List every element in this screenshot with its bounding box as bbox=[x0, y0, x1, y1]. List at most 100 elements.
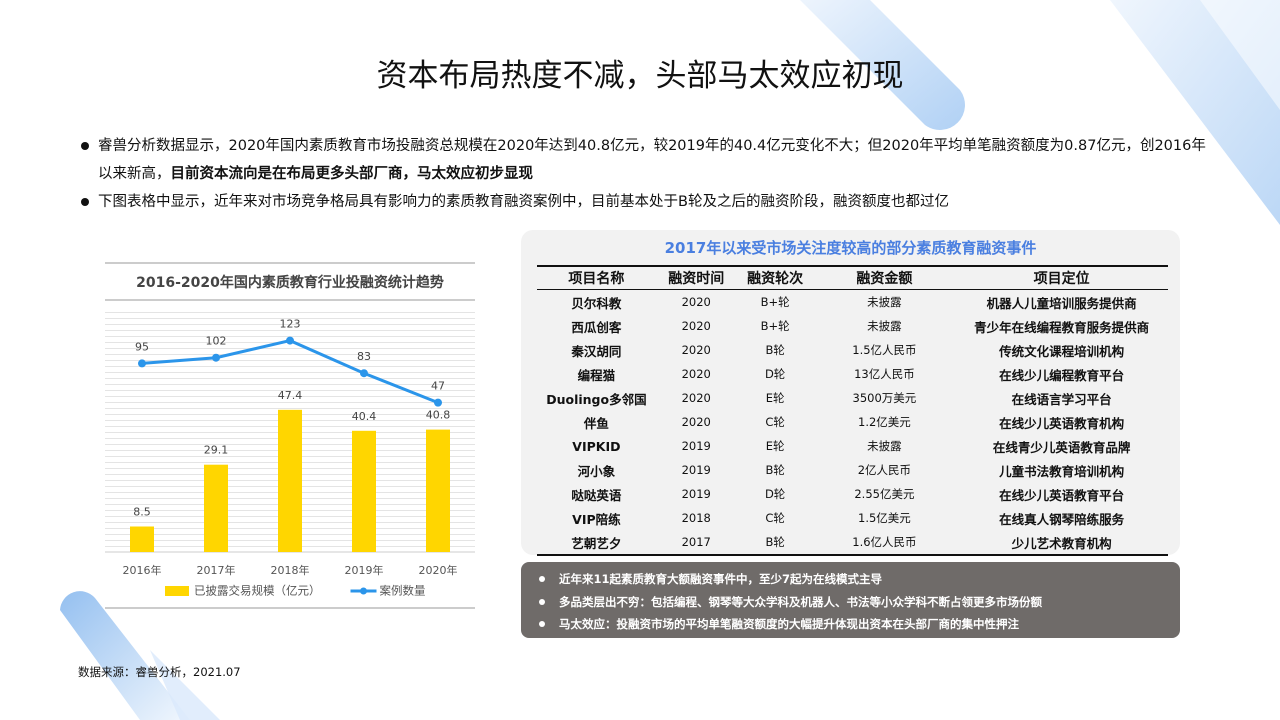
table-cell: 3500万美元 bbox=[852, 391, 917, 405]
table-cell: D轮 bbox=[764, 487, 786, 501]
table-cell: 未披露 bbox=[867, 295, 902, 309]
table-cell: D轮 bbox=[764, 367, 786, 381]
bullet: 下图表格中显示，近年来对市场竞争格局具有影响力的素质教育融资案例中，目前基本处于… bbox=[80, 188, 1215, 216]
table-cell: 2018 bbox=[681, 511, 711, 525]
data-label: 47 bbox=[431, 380, 445, 393]
table-cell: B轮 bbox=[765, 343, 785, 357]
table-cell: 哒哒英语 bbox=[571, 487, 622, 503]
line-point bbox=[286, 336, 294, 345]
table-cell: 1.2亿美元 bbox=[858, 415, 911, 429]
table-cell: 1.5亿美元 bbox=[858, 511, 911, 525]
bullet: 睿兽分析数据显示，2020年国内素质教育市场投融资总规模在2020年达到40.8… bbox=[80, 132, 1215, 188]
header-cell: 融资时间 bbox=[655, 265, 737, 290]
table-row: Duolingo多邻国 2020 E轮 3500万美元 在线语言学习平台 bbox=[537, 386, 1168, 410]
table-cell: B轮 bbox=[736, 530, 814, 556]
table-cell: 未披露 bbox=[867, 439, 902, 453]
table-row: 编程猫 2020 D轮 13亿人民币 在线少儿编程教育平台 bbox=[537, 362, 1168, 386]
header-cell: 项目名称 bbox=[537, 265, 656, 290]
table-cell: B+轮 bbox=[760, 295, 790, 309]
table-cell: 2亿人民币 bbox=[857, 463, 912, 477]
table-cell: E轮 bbox=[765, 391, 785, 405]
line-point bbox=[212, 353, 220, 362]
table-cell: 13亿人民币 bbox=[854, 367, 915, 381]
table-cell: 1.6亿人民币 bbox=[813, 530, 956, 556]
data-label: 83 bbox=[357, 350, 371, 363]
table-cell: 2020 bbox=[681, 295, 711, 309]
header-cell: 融资轮次 bbox=[736, 265, 814, 290]
table-cell: 1.5亿人民币 bbox=[852, 343, 917, 357]
x-tick-label: 2020年 bbox=[419, 563, 458, 577]
slide-title: 资本布局热度不减，头部马太效应初现 bbox=[376, 58, 904, 94]
legend-swatch bbox=[360, 587, 367, 595]
table-cell: 2020 bbox=[681, 343, 711, 357]
x-tick-label: 2019年 bbox=[345, 563, 384, 577]
table-cell: 2.55亿美元 bbox=[854, 487, 915, 501]
table-row: VIP陪练 2018 C轮 1.5亿美元 在线真人钢琴陪练服务 bbox=[537, 506, 1168, 530]
note: 近年来11起素质教育大额融资事件中，至少7起为在线模式主导 bbox=[539, 571, 882, 587]
decor bbox=[1200, 0, 1280, 110]
chart-title: 2016-2020年国内素质教育行业投融资统计趋势 bbox=[136, 274, 444, 291]
table-cell: 在线青少儿英语教育品牌 bbox=[992, 439, 1131, 455]
decor bbox=[60, 591, 190, 720]
note: 多品类层出不穷：包括编程、钢琴等大众学科及机器人、书法等小众学科不断占领更多市场… bbox=[539, 594, 1042, 610]
table-cell: 在线真人钢琴陪练服务 bbox=[999, 511, 1125, 527]
bar bbox=[130, 526, 154, 552]
table-cell: 西瓜创客 bbox=[571, 319, 622, 335]
data-label: 47.4 bbox=[278, 389, 303, 402]
table-cell: 编程猫 bbox=[577, 367, 616, 383]
decor bbox=[800, 0, 965, 130]
table-cell: 2020 bbox=[681, 415, 711, 429]
line-point bbox=[138, 359, 146, 368]
table-cell: B轮 bbox=[765, 463, 785, 477]
note: 马太效应：投融资市场的平均单笔融资额度的大幅提升体现出资本在头部厂商的集中性押注 bbox=[539, 616, 1019, 632]
table-row: VIPKID 2019 E轮 未披露 在线青少儿英语教育品牌 bbox=[537, 434, 1168, 458]
table-cell: 2020 bbox=[681, 391, 711, 405]
x-tick-label: 2017年 bbox=[197, 563, 236, 577]
table-cell: 在线语言学习平台 bbox=[1011, 391, 1112, 407]
decor bbox=[150, 650, 220, 720]
table-cell: 2019 bbox=[681, 439, 711, 453]
bullet-text: 睿兽分析数据显示，2020年国内素质教育市场投融资总规模在2020年达到40.8… bbox=[98, 138, 1206, 182]
data-label: 102 bbox=[206, 335, 227, 348]
table-cell: 2019 bbox=[681, 487, 711, 501]
table-cell: E轮 bbox=[765, 439, 785, 453]
data-label: 29.1 bbox=[204, 444, 229, 457]
table-cell: C轮 bbox=[765, 415, 785, 429]
legend-label: 案例数量 bbox=[380, 584, 426, 598]
x-tick-label: 2018年 bbox=[271, 563, 310, 577]
table-cell: 在线少儿编程教育平台 bbox=[999, 367, 1125, 383]
table-row: 西瓜创客 2020 B+轮 未披露 青少年在线编程教育服务提供商 bbox=[537, 314, 1168, 338]
table-row: 贝尔科教 2020 B+轮 未披露 机器人儿童培训服务提供商 bbox=[537, 290, 1168, 315]
legend-label: 已披露交易规模（亿元） bbox=[194, 584, 321, 598]
table-cell: C轮 bbox=[765, 511, 785, 525]
table-cell: 少儿艺术教育机构 bbox=[955, 530, 1168, 556]
table-row: 艺朝艺夕 2017 B轮 1.6亿人民币 少儿艺术教育机构 bbox=[537, 530, 1168, 556]
table-cell: 2020 bbox=[681, 367, 711, 381]
table-cell: 河小象 bbox=[577, 463, 616, 479]
bar bbox=[278, 409, 302, 552]
table-cell: 在线少儿英语教育平台 bbox=[999, 487, 1125, 503]
table: 项目名称 融资时间 融资轮次 融资金额 项目定位 贝尔科教 2020 B+轮 未披露 机器人儿童培… bbox=[537, 265, 1168, 556]
table-cell: 2020 bbox=[681, 319, 711, 333]
table-row: 秦汉胡同 2020 B轮 1.5亿人民币 传统文化课程培训机构 bbox=[537, 338, 1168, 362]
bullet-emphasis: 目前资本流向是在布局更多头部厂商，马太效应初步显现 bbox=[170, 166, 534, 182]
table-header: 项目名称 融资时间 融资轮次 融资金额 项目定位 bbox=[537, 265, 1168, 290]
table-cell: VIPKID bbox=[572, 438, 621, 454]
table-row: 哒哒英语 2019 D轮 2.55亿美元 在线少儿英语教育平台 bbox=[537, 482, 1168, 506]
table-cell: Duolingo多邻国 bbox=[546, 391, 647, 407]
data-label: 40.8 bbox=[426, 409, 451, 422]
table-cell: 贝尔科教 bbox=[571, 295, 622, 311]
bullet-text: 下图表格中显示，近年来对市场竞争格局具有影响力的素质教育融资案例中，目前基本处于… bbox=[98, 194, 949, 210]
bar bbox=[426, 429, 450, 552]
table-row: 河小象 2019 B轮 2亿人民币 儿童书法教育培训机构 bbox=[537, 458, 1168, 482]
table-cell: 传统文化课程培训机构 bbox=[999, 343, 1125, 359]
table-cell: VIP陪练 bbox=[572, 511, 621, 527]
x-tick-label: 2016年 bbox=[123, 563, 162, 577]
legend-swatch bbox=[165, 586, 189, 596]
table-cell: 在线少儿英语教育机构 bbox=[999, 415, 1125, 431]
table-cell: 2019 bbox=[681, 463, 711, 477]
table-cell: 2017 bbox=[655, 530, 737, 556]
decor bbox=[1110, 0, 1280, 225]
table-title: 2017年以来受市场关注度较高的部分素质教育融资事件 bbox=[664, 239, 1037, 257]
